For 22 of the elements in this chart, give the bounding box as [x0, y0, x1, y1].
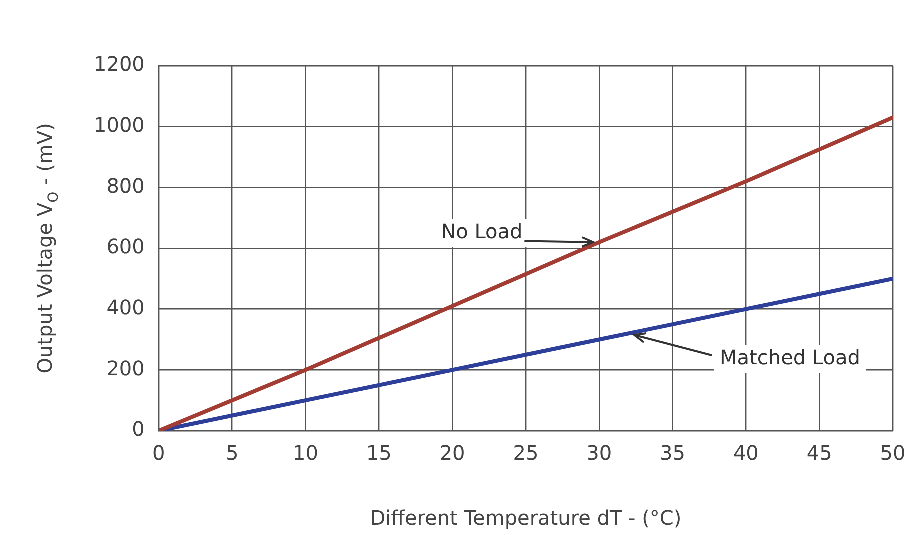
x-tick-label: 25: [513, 441, 539, 466]
y-tick-label: 1000: [94, 113, 145, 138]
y-tick-label: 1200: [94, 52, 145, 76]
x-tick-label: 40: [733, 441, 759, 466]
y-tick-label: 400: [106, 296, 145, 320]
x-tick-label: 30: [586, 441, 612, 466]
x-tick-label: 5: [226, 441, 239, 466]
series-label: Matched Load: [720, 346, 860, 370]
y-axis-title: Output Voltage VO - (mV): [33, 123, 62, 374]
x-tick-label: 50: [880, 441, 906, 466]
x-tick-label: 20: [440, 441, 466, 466]
y-tick-label: 0: [132, 417, 145, 442]
y-tick-label: 200: [106, 356, 145, 380]
x-tick-label: 10: [292, 441, 318, 466]
x-tick-label: 45: [806, 441, 832, 466]
y-tick-label: 800: [106, 174, 145, 198]
x-tick-label: 15: [366, 441, 392, 466]
y-tick-label: 600: [106, 234, 145, 259]
x-axis-title: Different Temperature dT - (°C): [370, 506, 682, 530]
x-tick-label: 0: [152, 441, 166, 466]
x-tick-label: 35: [660, 441, 686, 466]
series-label: No Load: [441, 219, 523, 244]
